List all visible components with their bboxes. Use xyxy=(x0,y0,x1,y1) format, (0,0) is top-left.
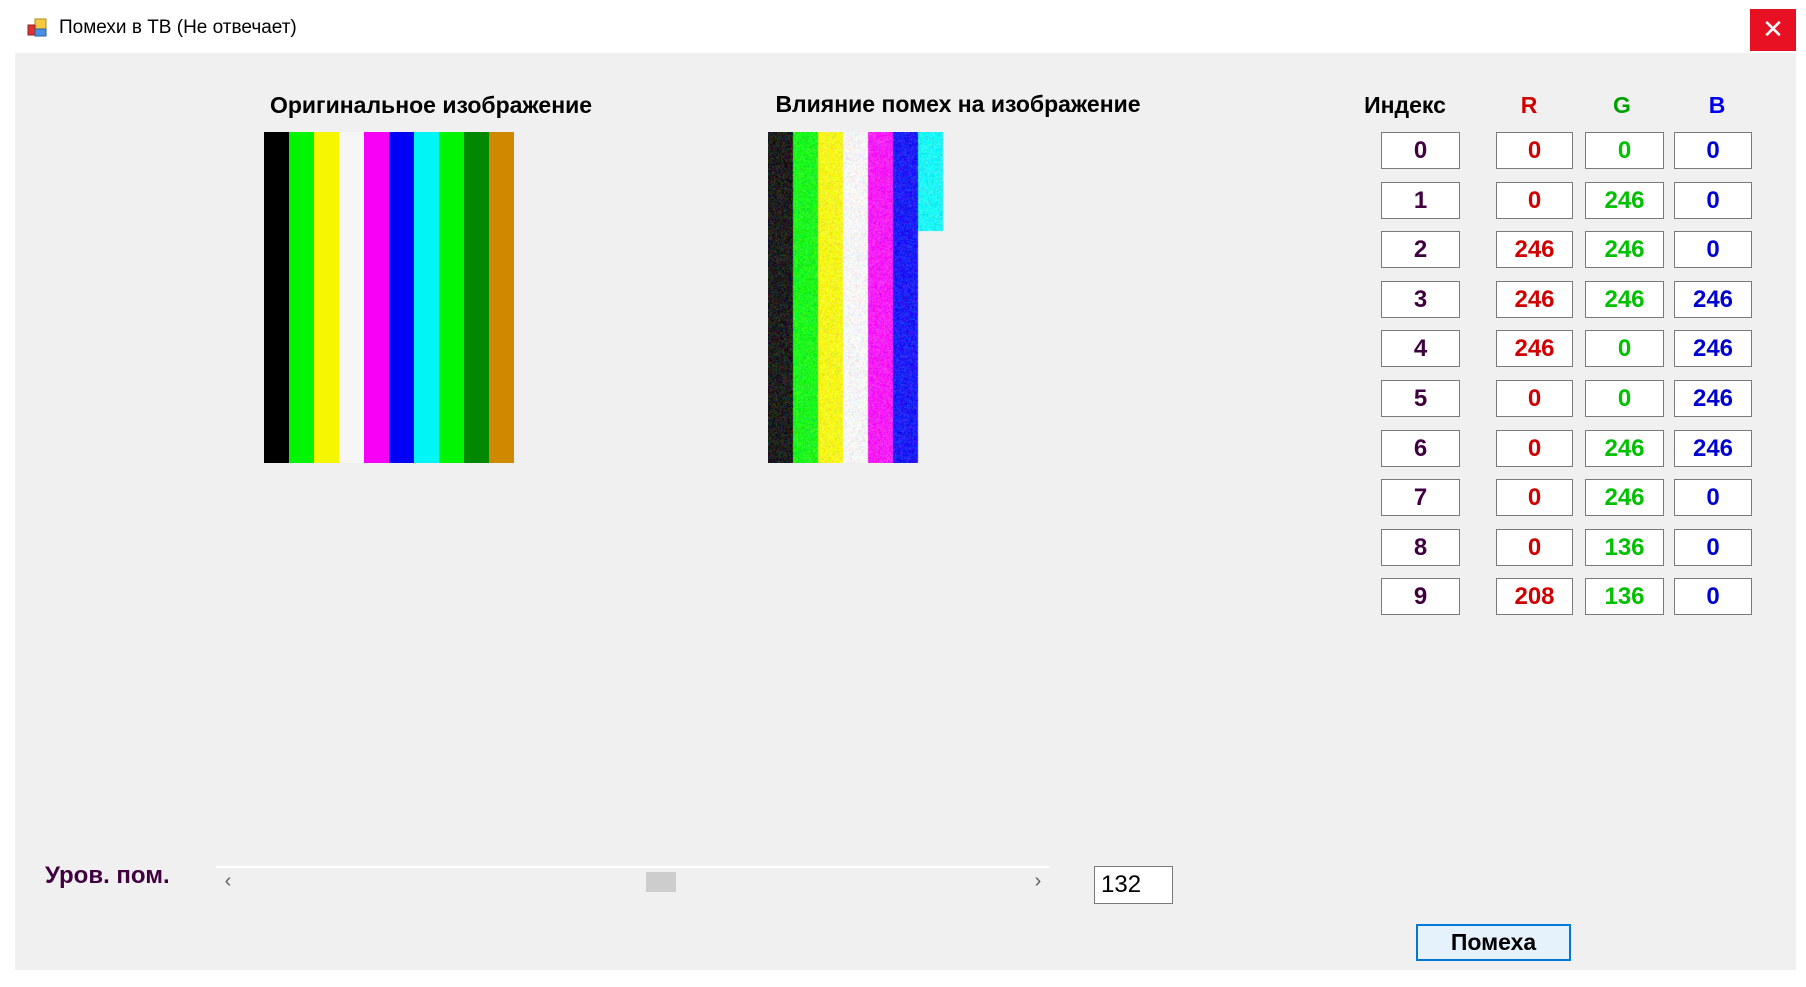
cell-b[interactable]: 0 xyxy=(1674,578,1752,615)
title-bar: Помехи в ТВ (Не отвечает) ✕ xyxy=(0,0,1806,53)
noisy-image-heading: Влияние помех на изображение xyxy=(775,91,1140,118)
cell-g[interactable]: 246 xyxy=(1585,281,1664,318)
cell-g[interactable]: 0 xyxy=(1585,132,1664,169)
cell-b[interactable]: 246 xyxy=(1674,330,1752,367)
cell-index[interactable]: 7 xyxy=(1381,479,1460,516)
cell-b[interactable]: 0 xyxy=(1674,182,1752,219)
scroll-thumb[interactable] xyxy=(646,872,676,892)
original-stripe xyxy=(489,132,514,463)
cell-index[interactable]: 3 xyxy=(1381,281,1460,318)
cell-b[interactable]: 0 xyxy=(1674,529,1752,566)
original-stripe xyxy=(414,132,439,463)
cell-b[interactable]: 246 xyxy=(1674,430,1752,467)
cell-index[interactable]: 6 xyxy=(1381,430,1460,467)
scroll-right-icon[interactable]: › xyxy=(1026,868,1050,896)
cell-r[interactable]: 246 xyxy=(1496,330,1573,367)
original-stripe xyxy=(289,132,314,463)
noise-level-label: Уров. пом. xyxy=(45,862,170,890)
b-header: B xyxy=(1709,92,1726,119)
app-icon xyxy=(26,17,48,39)
cell-b[interactable]: 0 xyxy=(1674,231,1752,268)
original-stripe xyxy=(439,132,464,463)
window-title: Помехи в ТВ (Не отвечает) xyxy=(59,17,297,39)
original-stripe xyxy=(264,132,289,463)
cell-g[interactable]: 0 xyxy=(1585,380,1664,417)
cell-r[interactable]: 0 xyxy=(1496,182,1573,219)
original-stripe xyxy=(364,132,389,463)
original-image-heading: Оригинальное изображение xyxy=(270,92,592,119)
cell-r[interactable]: 0 xyxy=(1496,132,1573,169)
cell-g[interactable]: 0 xyxy=(1585,330,1664,367)
cell-g[interactable]: 246 xyxy=(1585,479,1664,516)
cell-r[interactable]: 208 xyxy=(1496,578,1573,615)
cell-r[interactable]: 0 xyxy=(1496,529,1573,566)
original-stripe xyxy=(389,132,414,463)
cell-b[interactable]: 246 xyxy=(1674,281,1752,318)
cell-g[interactable]: 246 xyxy=(1585,182,1664,219)
cell-g[interactable]: 136 xyxy=(1585,529,1664,566)
cell-b[interactable]: 0 xyxy=(1674,132,1752,169)
cell-g[interactable]: 246 xyxy=(1585,231,1664,268)
original-stripe xyxy=(314,132,339,463)
cell-index[interactable]: 0 xyxy=(1381,132,1460,169)
cell-index[interactable]: 5 xyxy=(1381,380,1460,417)
original-stripe xyxy=(339,132,364,463)
close-button[interactable]: ✕ xyxy=(1750,9,1796,51)
noise-level-field[interactable]: 132 xyxy=(1094,866,1173,904)
cell-index[interactable]: 2 xyxy=(1381,231,1460,268)
close-icon: ✕ xyxy=(1762,14,1784,44)
cell-index[interactable]: 8 xyxy=(1381,529,1460,566)
cell-r[interactable]: 246 xyxy=(1496,231,1573,268)
cell-b[interactable]: 246 xyxy=(1674,380,1752,417)
noise-button[interactable]: Помеха xyxy=(1416,924,1571,961)
noisy-image xyxy=(768,132,1018,463)
r-header: R xyxy=(1521,92,1538,119)
cell-r[interactable]: 0 xyxy=(1496,430,1573,467)
scroll-left-icon[interactable]: ‹ xyxy=(216,868,240,896)
noise-level-scrollbar[interactable]: ‹ › xyxy=(216,866,1050,896)
cell-r[interactable]: 246 xyxy=(1496,281,1573,318)
g-header: G xyxy=(1613,92,1631,119)
cell-index[interactable]: 9 xyxy=(1381,578,1460,615)
cell-g[interactable]: 136 xyxy=(1585,578,1664,615)
cell-g[interactable]: 246 xyxy=(1585,430,1664,467)
original-image xyxy=(264,132,514,463)
cell-index[interactable]: 4 xyxy=(1381,330,1460,367)
cell-r[interactable]: 0 xyxy=(1496,479,1573,516)
index-header: Индекс xyxy=(1364,92,1446,119)
original-stripe xyxy=(464,132,489,463)
cell-index[interactable]: 1 xyxy=(1381,182,1460,219)
cell-r[interactable]: 0 xyxy=(1496,380,1573,417)
cell-b[interactable]: 0 xyxy=(1674,479,1752,516)
